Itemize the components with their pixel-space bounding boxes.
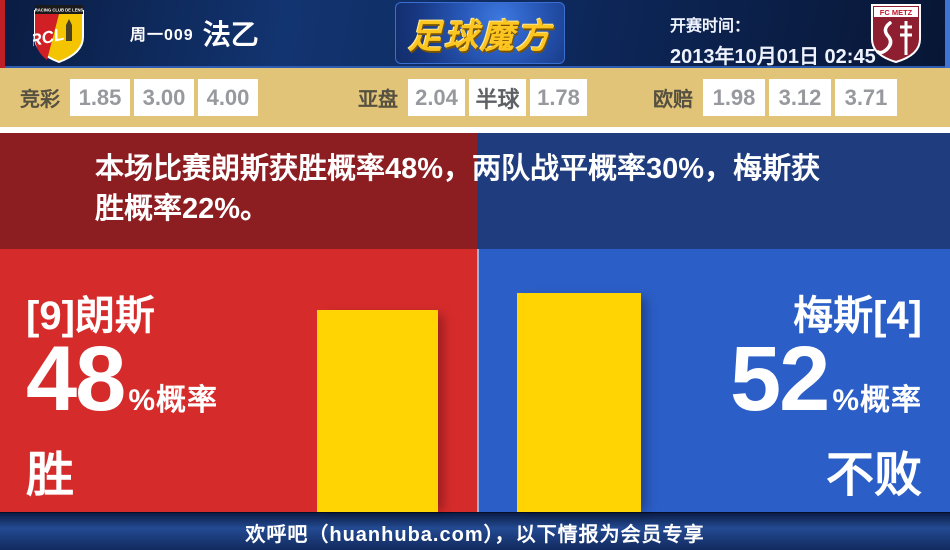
footer-text: 欢呼吧（huanhuba.com），以下情报为会员专享: [245, 523, 705, 546]
header-bar: RACING CLUB DE LENS RCL 周一009 法乙 足球魔方 开赛…: [0, 0, 950, 68]
odds-handicap: 半球: [469, 79, 526, 116]
odds-value: 4.00: [198, 79, 258, 116]
left-accent-stripe: [0, 0, 5, 68]
away-probability-bar: [517, 293, 641, 512]
brand-wordmark: 足球魔方: [408, 17, 552, 56]
odds-label: 欧赔: [653, 89, 693, 111]
home-team-crest-icon: RACING CLUB DE LENS RCL: [28, 3, 85, 64]
odds-value: 3.71: [835, 79, 897, 116]
odds-value: 1.98: [703, 79, 765, 116]
home-outcome: 胜: [26, 449, 75, 502]
odds-value: 2.04: [408, 79, 465, 116]
odds-bar: 竞彩 1.85 3.00 4.00 亚盘 2.04 半球 1.78 欧赔 1.9…: [0, 68, 950, 127]
panel-divider: [477, 249, 479, 512]
home-percent-suffix: %概率: [128, 384, 219, 417]
away-outcome: 不败: [825, 449, 922, 502]
kickoff-info: 开赛时间： 2013年10月01日 02:45: [670, 12, 876, 69]
league-name: 法乙: [202, 19, 259, 50]
odds-value: 1.85: [70, 79, 130, 116]
away-summary-band: [477, 133, 950, 249]
odds-value: 1.78: [530, 79, 587, 116]
home-summary-band: [0, 133, 477, 249]
probability-summary: 本场比赛朗斯获胜概率48%，两队战平概率30%，梅斯获胜概率22%。: [95, 153, 821, 225]
home-percent: 48 %概率: [26, 333, 218, 425]
home-probability-bar: [317, 310, 438, 512]
right-accent-stripe: [945, 0, 950, 68]
prediction-panel: 本场比赛朗斯获胜概率48%，两队战平概率30%，梅斯获胜概率22%。 [9]朗斯…: [0, 133, 950, 512]
footer-bar: 欢呼吧（huanhuba.com），以下情报为会员专享: [0, 512, 950, 550]
odds-label: 亚盘: [358, 89, 398, 111]
odds-group-yapan: 亚盘 2.04 半球 1.78: [358, 68, 587, 127]
brand-logo: 足球魔方: [395, 2, 565, 64]
away-percent: 52 %概率: [730, 333, 922, 425]
odds-label: 竞彩: [20, 89, 60, 111]
home-crest-banner: RACING CLUB DE LENS: [35, 8, 84, 13]
match-code: 周一009: [130, 27, 194, 44]
kickoff-time: 2013年10月01日 02:45: [670, 46, 876, 68]
odds-value: 3.00: [134, 79, 194, 116]
odds-group-oupei: 欧赔 1.98 3.12 3.71: [653, 68, 897, 127]
away-percent-value: 52: [729, 328, 830, 430]
odds-value: 3.12: [769, 79, 831, 116]
away-team-name: 梅斯[4]: [793, 294, 922, 338]
away-percent-suffix: %概率: [832, 384, 922, 417]
home-team-name: [9]朗斯: [26, 294, 155, 338]
away-team-crest-icon: FC METZ: [870, 3, 922, 64]
away-crest-name: FC METZ: [880, 8, 913, 17]
home-percent-value: 48: [26, 328, 126, 430]
kickoff-label: 开赛时间：: [670, 18, 751, 35]
odds-group-jingcai: 竞彩 1.85 3.00 4.00: [20, 68, 258, 127]
match-meta: 周一009 法乙: [130, 0, 259, 66]
